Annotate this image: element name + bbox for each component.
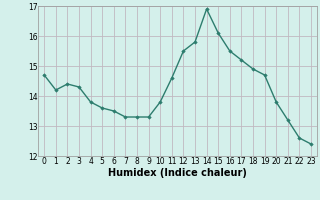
X-axis label: Humidex (Indice chaleur): Humidex (Indice chaleur) [108, 168, 247, 178]
